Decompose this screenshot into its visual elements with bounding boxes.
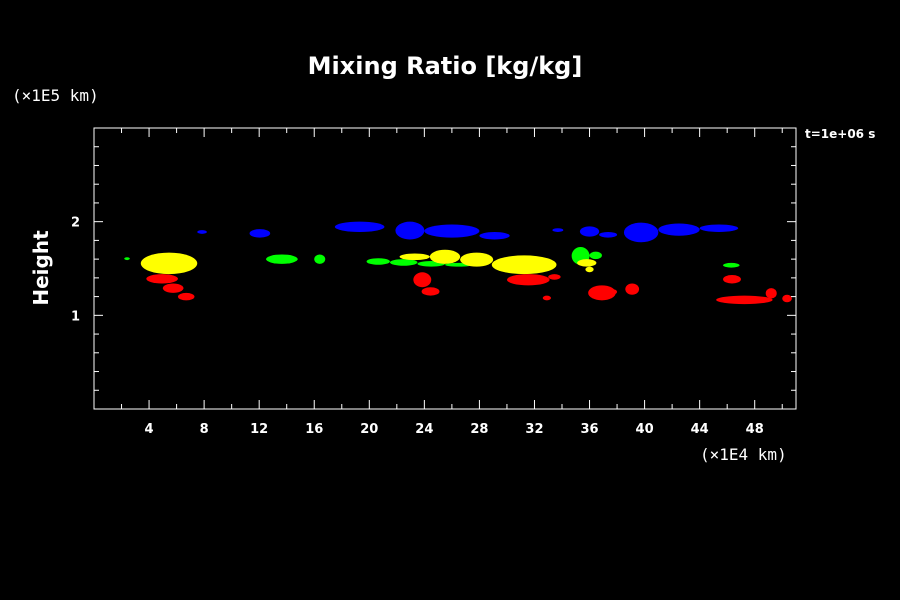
plot-frame xyxy=(93,127,797,410)
series-0-patch-7 xyxy=(579,226,600,237)
series-3-patch-9 xyxy=(607,289,618,295)
series-2-patch-2 xyxy=(429,249,461,264)
series-3-patch-0 xyxy=(146,274,178,284)
x-tick-label: 20 xyxy=(360,422,378,437)
series-1-patch-2 xyxy=(314,254,326,264)
series-0-patch-9 xyxy=(623,222,659,243)
x-axis-unit: (×1E4 km) xyxy=(700,445,787,464)
x-tick-label: 36 xyxy=(580,422,598,437)
series-3-patch-10 xyxy=(625,283,640,295)
series-1-patch-0 xyxy=(124,257,130,261)
series-1-patch-8 xyxy=(589,251,602,260)
series-3-patch-7 xyxy=(542,295,551,301)
series-0-patch-8 xyxy=(599,231,618,238)
series-layer xyxy=(124,221,792,305)
series-2-patch-3 xyxy=(460,252,494,267)
series-2 xyxy=(140,249,597,275)
chart-title: Mixing Ratio [kg/kg] xyxy=(308,52,583,80)
series-1-patch-4 xyxy=(389,259,418,266)
series-3-patch-5 xyxy=(506,274,550,286)
y-tick-label: 1 xyxy=(71,309,80,324)
x-tick-label: 8 xyxy=(200,422,209,437)
series-0-patch-5 xyxy=(479,231,510,240)
y-tick-label: 2 xyxy=(71,216,80,231)
series-0-patch-6 xyxy=(552,228,564,232)
series-1-patch-3 xyxy=(366,258,390,265)
series-2-patch-6 xyxy=(585,266,594,273)
x-tick-label: 4 xyxy=(145,422,154,437)
series-3-patch-6 xyxy=(548,274,561,280)
time-annotation: t=1e+06 s xyxy=(805,127,875,141)
series-3 xyxy=(146,272,792,305)
x-tick-label: 12 xyxy=(250,422,268,437)
series-3-patch-2 xyxy=(177,292,195,301)
series-3-patch-8 xyxy=(588,285,616,301)
series-0-patch-1 xyxy=(249,229,271,238)
x-tick-label: 40 xyxy=(636,422,654,437)
x-tick-label: 28 xyxy=(470,422,488,437)
series-0-patch-11 xyxy=(699,224,739,232)
series-3-patch-4 xyxy=(421,287,440,296)
x-tick-label: 24 xyxy=(415,422,433,437)
series-2-patch-4 xyxy=(491,255,557,275)
y-axis-unit: (×1E5 km) xyxy=(12,86,99,105)
series-0-patch-0 xyxy=(197,230,207,234)
series-3-patch-1 xyxy=(162,283,184,293)
x-tick-label: 48 xyxy=(746,422,764,437)
series-0-patch-3 xyxy=(395,221,425,240)
series-3-patch-11 xyxy=(723,275,741,284)
series-0-patch-10 xyxy=(658,223,700,236)
x-tick-label: 44 xyxy=(691,422,709,437)
series-3-patch-13 xyxy=(765,288,777,299)
series-3-patch-3 xyxy=(413,272,432,288)
series-2-patch-0 xyxy=(140,252,198,275)
series-1 xyxy=(124,246,740,268)
series-2-patch-1 xyxy=(399,253,430,261)
series-1-patch-9 xyxy=(723,262,740,268)
series-1-patch-1 xyxy=(266,254,298,264)
series-2-patch-5 xyxy=(577,259,597,267)
x-tick-label: 32 xyxy=(525,422,543,437)
series-0 xyxy=(197,221,739,243)
y-axis-label: Height xyxy=(29,230,53,306)
series-3-patch-14 xyxy=(782,294,792,303)
series-3-patch-12 xyxy=(716,295,773,305)
series-0-patch-2 xyxy=(334,221,385,232)
x-tick-label: 16 xyxy=(305,422,323,437)
series-0-patch-4 xyxy=(424,224,480,238)
